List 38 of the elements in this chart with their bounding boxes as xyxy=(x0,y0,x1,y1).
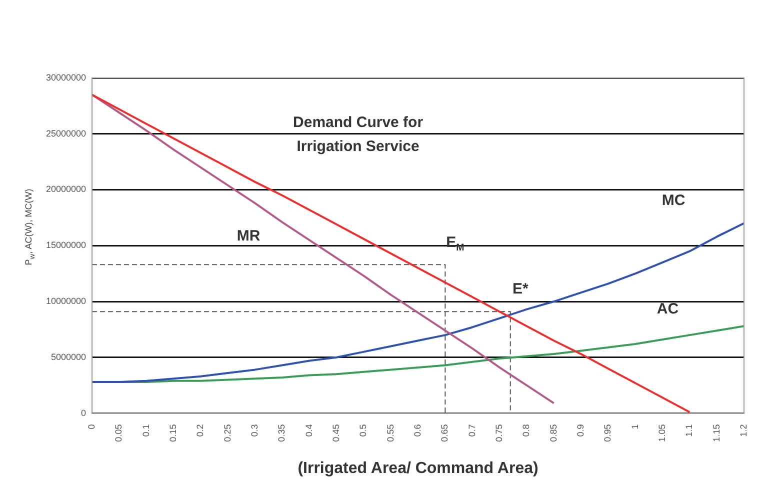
x-tick-label: 1 xyxy=(630,424,640,430)
y-tick-label: 5000000 xyxy=(50,352,86,362)
x-tick-label: 1.1 xyxy=(684,424,694,437)
x-tick-label: 0.05 xyxy=(114,424,124,442)
x-tick-label: 1.2 xyxy=(738,424,748,437)
x-tick-label: 1.05 xyxy=(656,424,667,442)
x-tick-label: 0.85 xyxy=(548,424,558,442)
x-axis-title: (Irrigated Area/ Command Area) xyxy=(298,460,538,477)
x-tick-label: 0.95 xyxy=(602,424,613,442)
x-tick-label: 0.8 xyxy=(521,424,532,437)
x-tick-label: 0.2 xyxy=(195,424,206,437)
x-tick-label: 0.9 xyxy=(575,424,586,437)
x-tick-label: 0.6 xyxy=(412,424,423,437)
y-tick-label: 25000000 xyxy=(46,128,86,138)
y-tick-label: 10000000 xyxy=(46,296,86,306)
x-tick-label: 0.3 xyxy=(250,424,260,437)
x-tick-label: 0.45 xyxy=(331,424,342,442)
x-tick-label: 0.4 xyxy=(304,424,314,437)
text: Demand Curve for Irrigation Service xyxy=(293,114,424,156)
x-tick-label: 0.15 xyxy=(168,424,178,442)
x-tick-label: 1.15 xyxy=(711,424,722,442)
series-label: AC xyxy=(656,300,679,318)
x-tick-label: 0.65 xyxy=(440,424,450,442)
annotation: E* xyxy=(512,280,528,298)
y-tick-label: 15000000 xyxy=(46,240,86,250)
x-tick-label: 0.75 xyxy=(494,424,504,442)
x-tick-label: 0.35 xyxy=(276,424,287,442)
text: MC xyxy=(662,192,686,210)
y-tick-label: 30000000 xyxy=(46,72,86,82)
y-tick-label: 0 xyxy=(81,408,86,418)
x-tick-label: 0 xyxy=(86,424,97,430)
x-tick-label: 0.7 xyxy=(466,424,477,437)
x-tick-label: 0.25 xyxy=(222,424,232,442)
series-label: MR xyxy=(236,228,260,245)
x-tick-label: 0.5 xyxy=(358,424,368,437)
x-tick-label: 0.1 xyxy=(140,424,151,437)
y-tick-label: 20000000 xyxy=(46,184,86,194)
x-tick-label: 0.55 xyxy=(385,424,396,442)
